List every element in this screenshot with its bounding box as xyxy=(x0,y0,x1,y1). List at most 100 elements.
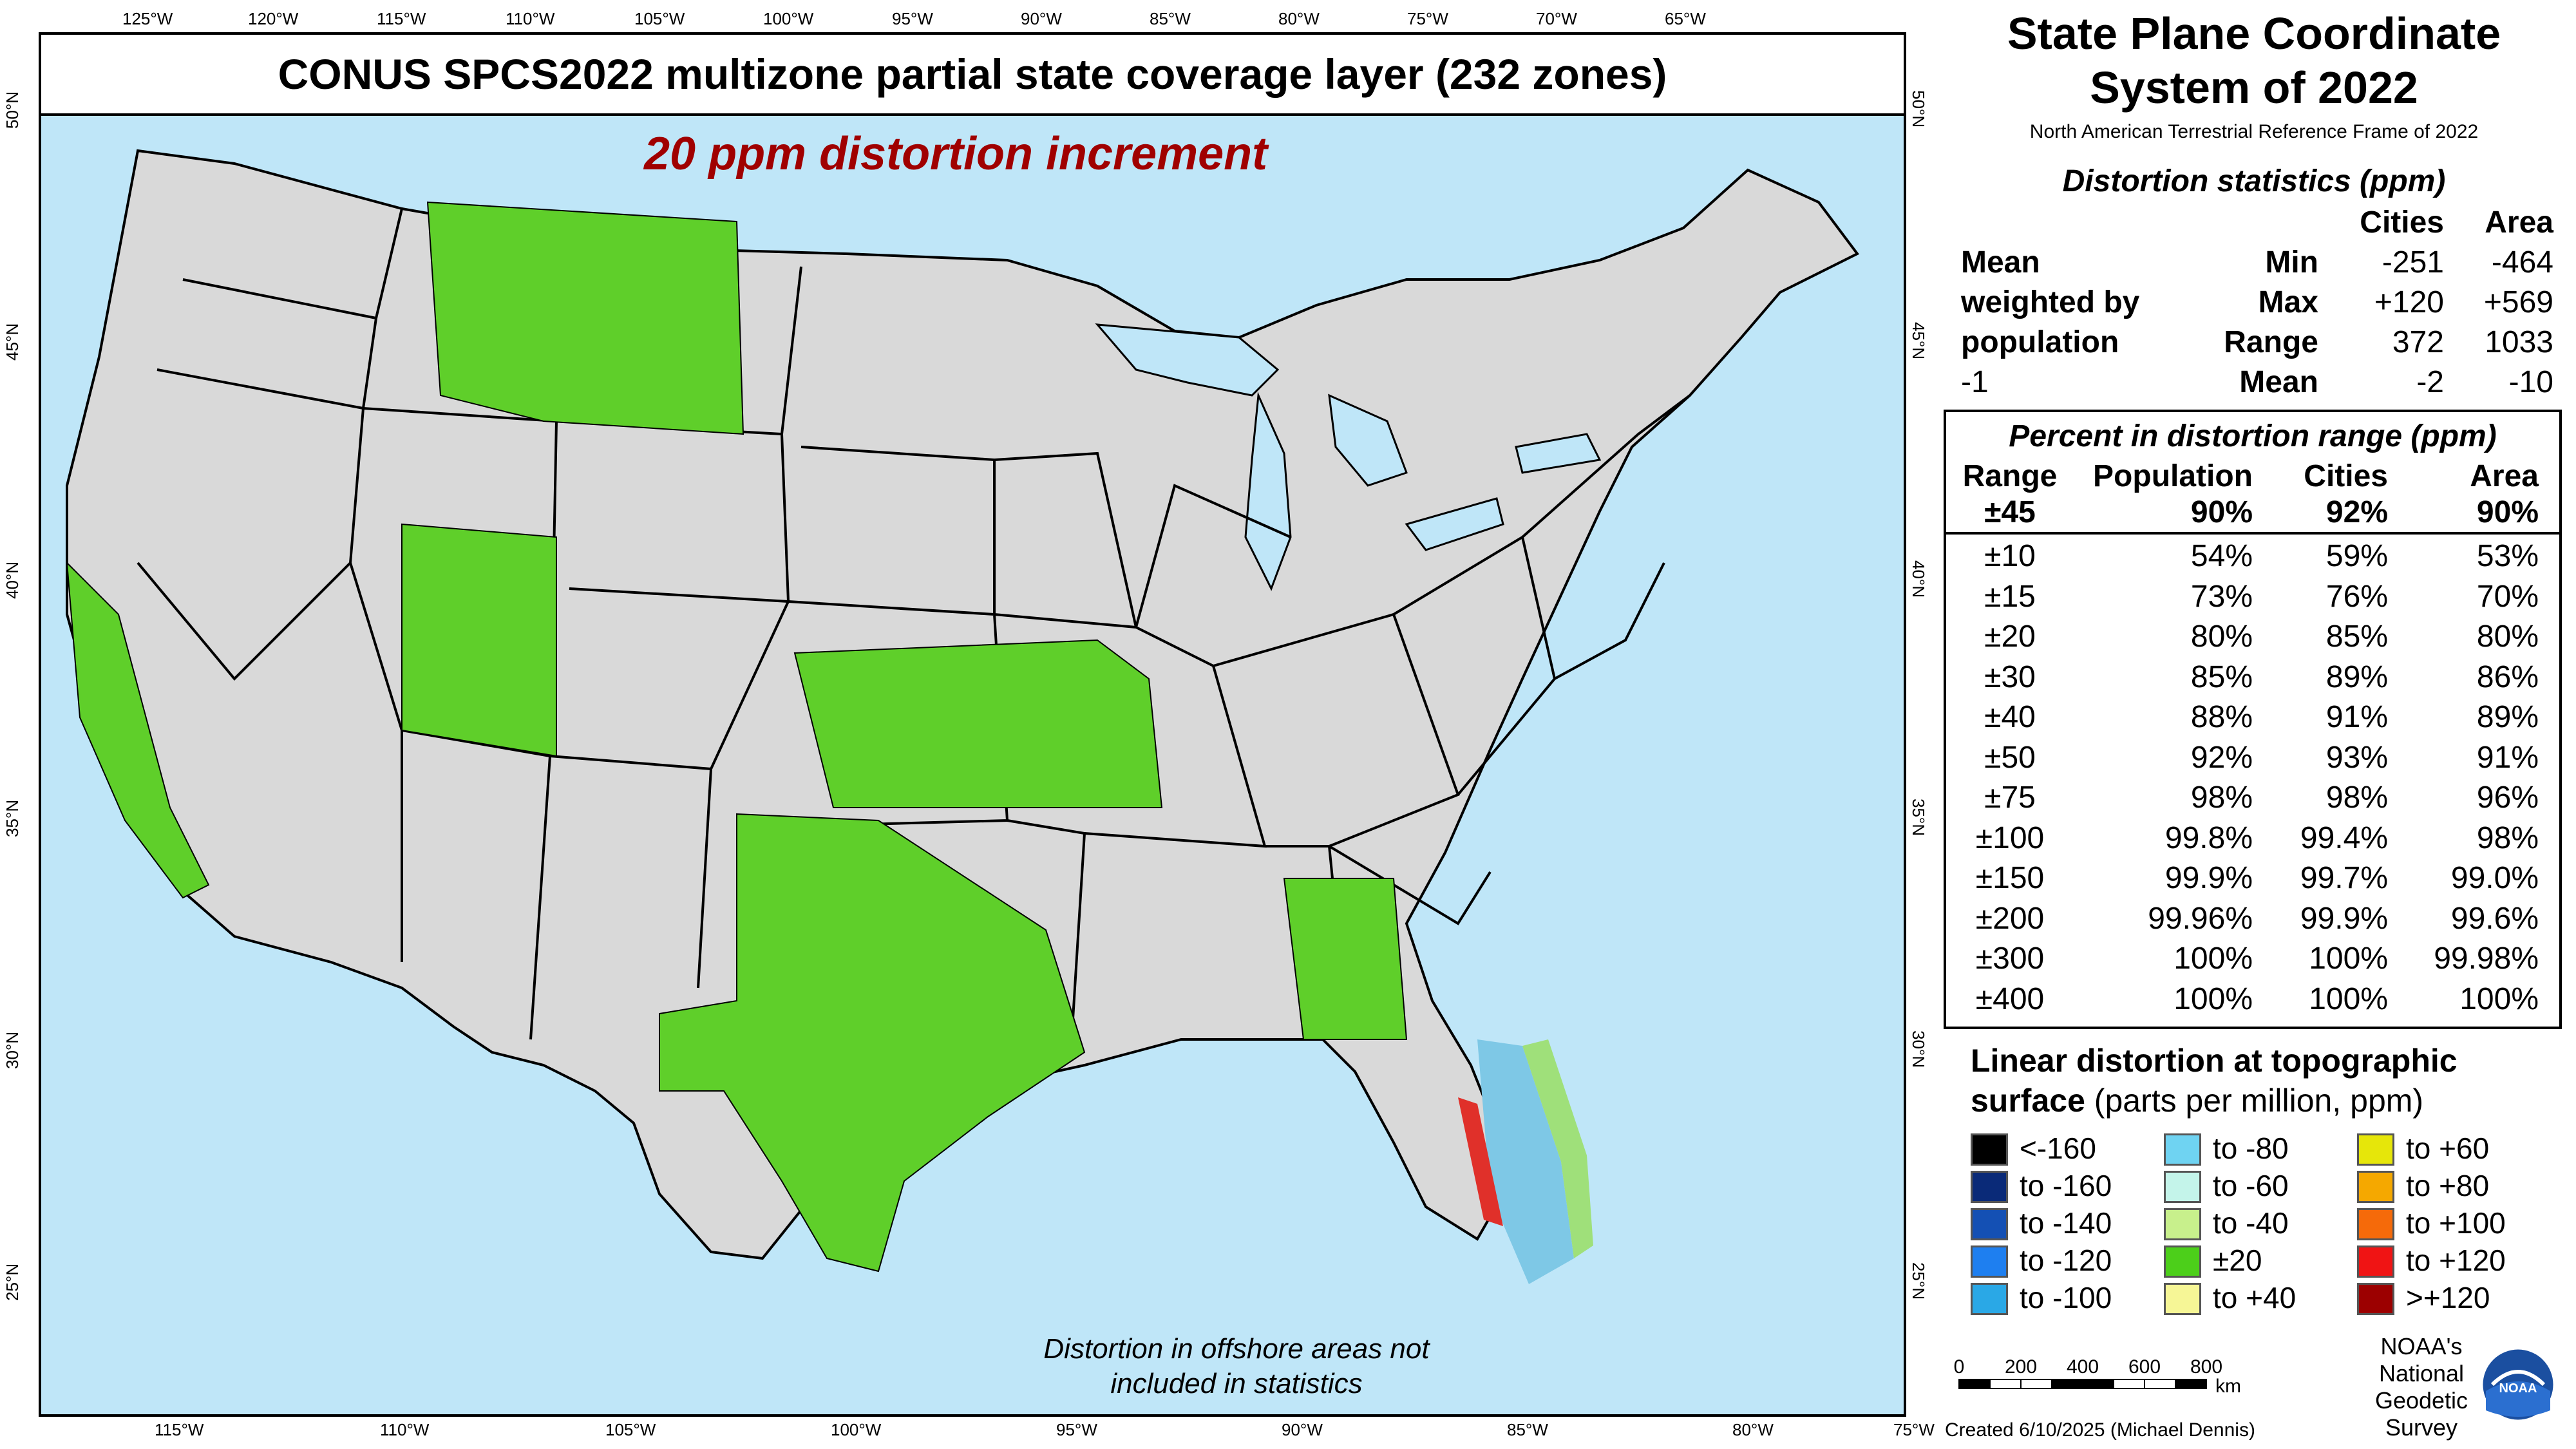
bottom-tick-label: 90°W xyxy=(1282,1420,1323,1439)
left-tick-label: 30°N xyxy=(3,1031,22,1069)
scale-unit: km xyxy=(2215,1376,2241,1397)
percent-row: ±200 99.96% 99.9% 99.6% xyxy=(1946,901,2559,941)
percent-row-area: 53% xyxy=(2476,539,2539,573)
percent-row: ±15 73% 76% 70% xyxy=(1946,579,2559,619)
percent-row-cities: 99.9% xyxy=(2300,901,2388,936)
percent-row-population: 80% xyxy=(2190,620,2253,654)
stats-row: Mean Min -251 -464 xyxy=(1961,245,2553,285)
percent-row-range: ±10 xyxy=(1984,539,2036,573)
percent-row: ±150 99.9% 99.7% 99.0% xyxy=(1946,860,2559,900)
percent-row-range: ±200 xyxy=(1975,901,2045,936)
coverage-texas xyxy=(659,813,1086,1273)
legend-swatch xyxy=(2357,1208,2394,1240)
stats-row-cities: +120 xyxy=(2374,285,2444,319)
bottom-tick-label: 110°W xyxy=(380,1420,430,1439)
legend-label: to +120 xyxy=(2406,1244,2506,1277)
state-boundaries xyxy=(137,208,1691,1040)
percent-row-area: 90% xyxy=(2476,495,2539,529)
percent-row: ±20 80% 85% 80% xyxy=(1946,619,2559,659)
scale-segment xyxy=(2082,1379,2114,1389)
percent-row-population: 99.8% xyxy=(2164,820,2253,855)
right-tick-label: 30°N xyxy=(1909,1030,1928,1068)
percent-row-area: 70% xyxy=(2476,579,2539,614)
percent-heading: Percent in distortion range (ppm) xyxy=(2009,419,2497,453)
legend-title-line1: Linear distortion at topographic xyxy=(1971,1043,2458,1079)
legend-unit: (parts per million, ppm) xyxy=(2094,1083,2424,1119)
percent-row-area: 99.0% xyxy=(2450,861,2539,895)
coverage-utah xyxy=(401,523,557,757)
bottom-tick-label: 95°W xyxy=(1056,1420,1097,1439)
legend-label: to -120 xyxy=(2020,1244,2112,1277)
top-tick-label: 110°W xyxy=(506,9,555,28)
percent-row-population: 92% xyxy=(2190,740,2253,775)
percent-row-area: 100% xyxy=(2459,981,2539,1016)
percent-row: ±50 92% 93% 91% xyxy=(1946,740,2559,780)
legend-swatch xyxy=(2164,1133,2201,1166)
scale-label: 200 xyxy=(2005,1356,2037,1378)
percent-row: ±300 100% 100% 99.98% xyxy=(1946,941,2559,981)
stats-header-cities: Cities xyxy=(2360,205,2444,240)
stats-row: -1 Mean -2 -10 xyxy=(1961,365,2553,404)
agency-name: NOAA's National Geodetic Survey xyxy=(2374,1333,2468,1441)
legend-label: to -80 xyxy=(2213,1132,2289,1165)
legend-swatch xyxy=(2164,1171,2201,1203)
legend-label: to -140 xyxy=(2020,1206,2112,1240)
percent-row-range: ±30 xyxy=(1984,659,2036,694)
percent-row: ±45 90% 92% 90% xyxy=(1946,495,2559,535)
stats-row-area: +569 xyxy=(2483,285,2553,319)
coverage-zones xyxy=(66,201,1408,1273)
bottom-tick-label: 105°W xyxy=(605,1420,656,1439)
legend-label: to -160 xyxy=(2020,1169,2112,1202)
percent-row-area: 99.6% xyxy=(2450,901,2539,936)
stats-row-cities: 372 xyxy=(2392,325,2444,359)
reference-frame: North American Terrestrial Reference Fra… xyxy=(2029,121,2479,142)
stats-row-key: Max xyxy=(2258,285,2318,319)
percent-row: ±75 98% 98% 96% xyxy=(1946,780,2559,820)
percent-row-cities: 99.4% xyxy=(2300,820,2388,855)
coverage-california xyxy=(66,561,210,899)
bottom-tick-label: 100°W xyxy=(831,1420,882,1439)
percent-header-row: Range Population Cities Area xyxy=(1946,459,2559,498)
percent-row-range: ±100 xyxy=(1975,820,2045,855)
stats-row-label: population xyxy=(1961,325,2119,359)
legend-label: >+120 xyxy=(2406,1281,2490,1314)
percent-row-area: 96% xyxy=(2476,781,2539,815)
percent-row-population: 85% xyxy=(2190,659,2253,694)
noaa-logo: NOAA xyxy=(2481,1347,2555,1422)
legend-swatch xyxy=(2357,1245,2394,1278)
scale-label: 0 xyxy=(1954,1356,1965,1378)
florida-band-blue xyxy=(1477,1039,1574,1284)
top-tick-label: 80°W xyxy=(1278,9,1320,28)
percent-divider xyxy=(1946,532,2559,535)
legend-label: to -60 xyxy=(2213,1169,2289,1202)
percent-row-range: ±50 xyxy=(1984,740,2036,775)
legend-label: <-160 xyxy=(2020,1132,2096,1165)
percent-row-area: 80% xyxy=(2476,620,2539,654)
percent-header-population: Population xyxy=(2093,459,2253,493)
legend-label: to -100 xyxy=(2020,1281,2112,1314)
percent-row-population: 99.9% xyxy=(2164,861,2253,895)
percent-row-area: 98% xyxy=(2476,820,2539,855)
percent-row-population: 73% xyxy=(2190,579,2253,614)
percent-row-range: ±40 xyxy=(1984,700,2036,734)
coverage-montana xyxy=(426,201,744,435)
great-lakes xyxy=(1095,323,1602,591)
stats-row-key: Min xyxy=(2265,245,2318,279)
percent-row-range: ±400 xyxy=(1975,981,2045,1016)
percent-row: ±100 99.8% 99.4% 98% xyxy=(1946,820,2559,860)
stats-row-cities: -2 xyxy=(2416,365,2444,399)
left-tick-label: 25°N xyxy=(3,1263,22,1301)
map-title: CONUS SPCS2022 multizone partial state c… xyxy=(278,50,1667,98)
percent-row-population: 88% xyxy=(2190,700,2253,734)
scale-segment xyxy=(2113,1379,2145,1389)
top-tick-label: 85°W xyxy=(1150,9,1191,28)
right-tick-label: 40°N xyxy=(1909,560,1928,598)
percent-row-population: 98% xyxy=(2190,781,2253,815)
top-tick-label: 70°W xyxy=(1536,9,1577,28)
percent-row: ±30 85% 89% 86% xyxy=(1946,659,2559,699)
percent-row-cities: 89% xyxy=(2325,659,2388,694)
stats-header-area: Area xyxy=(2485,205,2553,240)
percent-row: ±10 54% 59% 53% xyxy=(1946,538,2559,578)
legend-swatch xyxy=(1971,1283,2008,1315)
stats-row-label: weighted by xyxy=(1961,285,2140,319)
